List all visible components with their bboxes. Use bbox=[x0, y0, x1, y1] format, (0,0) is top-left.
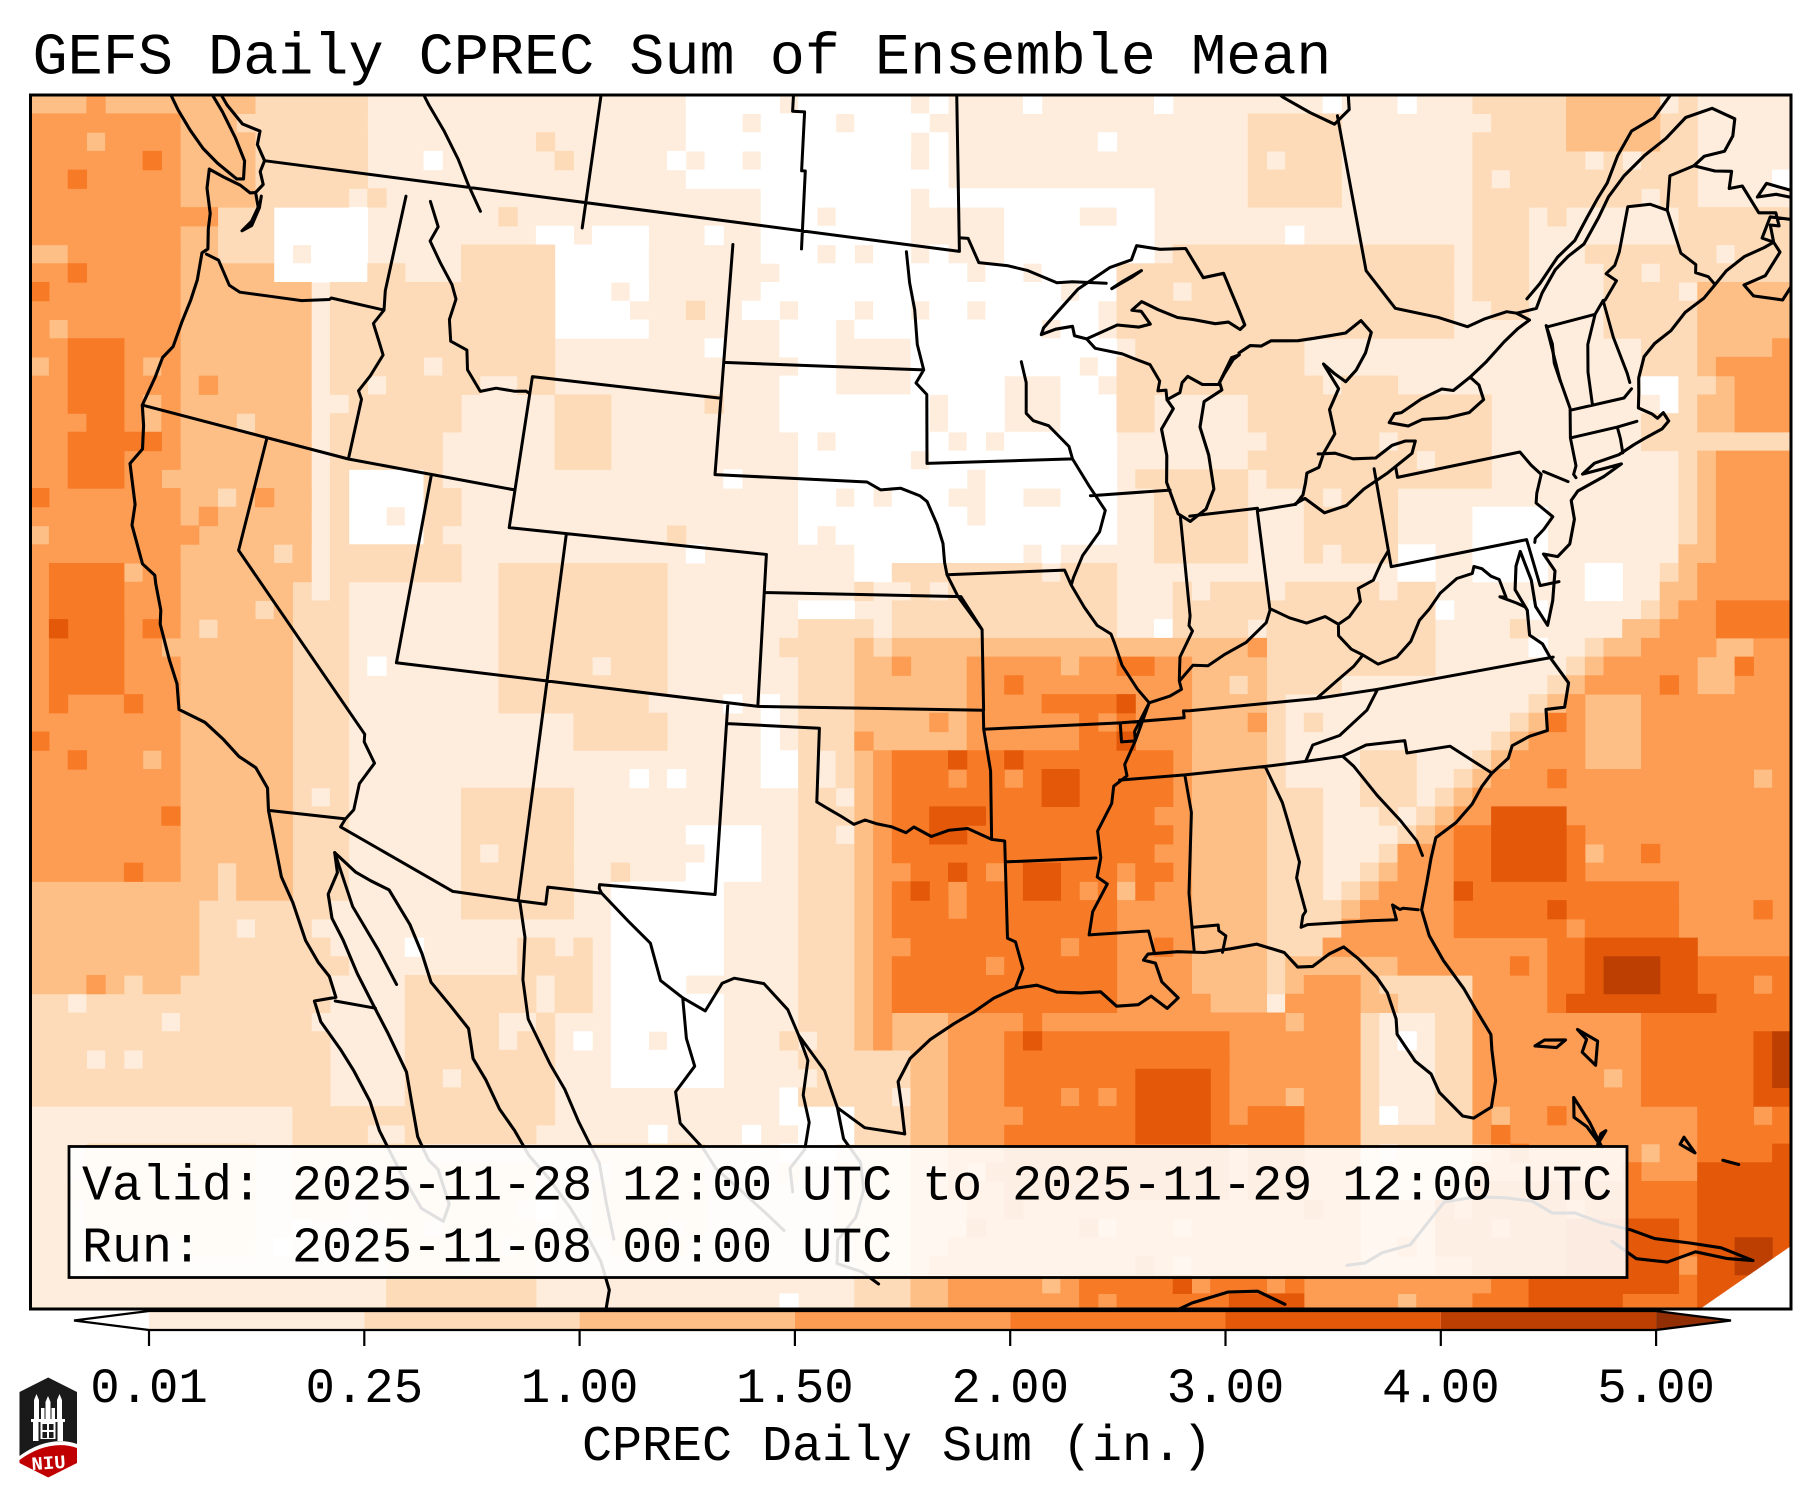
svg-text:NIU: NIU bbox=[31, 1452, 67, 1476]
svg-text:3.00: 3.00 bbox=[1167, 1361, 1285, 1417]
svg-text:CPREC Daily Sum (in.): CPREC Daily Sum (in.) bbox=[582, 1419, 1212, 1476]
svg-text:5.00: 5.00 bbox=[1597, 1361, 1715, 1417]
svg-text:GEFS Daily CPREC Sum of Ensemb: GEFS Daily CPREC Sum of Ensemble Mean bbox=[33, 25, 1332, 92]
svg-text:1.50: 1.50 bbox=[736, 1361, 854, 1417]
svg-text:4.00: 4.00 bbox=[1382, 1361, 1500, 1417]
svg-text:0.01: 0.01 bbox=[90, 1361, 208, 1417]
svg-text:0.25: 0.25 bbox=[305, 1361, 423, 1417]
svg-text:2.00: 2.00 bbox=[951, 1361, 1069, 1417]
svg-text:Valid: 2025-11-28 12:00 UTC to: Valid: 2025-11-28 12:00 UTC to 2025-11-2… bbox=[82, 1159, 1612, 1216]
svg-text:Run: 2025-11-08 00:00 UTC: Run: 2025-11-08 00:00 UTC bbox=[82, 1221, 892, 1278]
svg-text:1.00: 1.00 bbox=[521, 1361, 639, 1417]
